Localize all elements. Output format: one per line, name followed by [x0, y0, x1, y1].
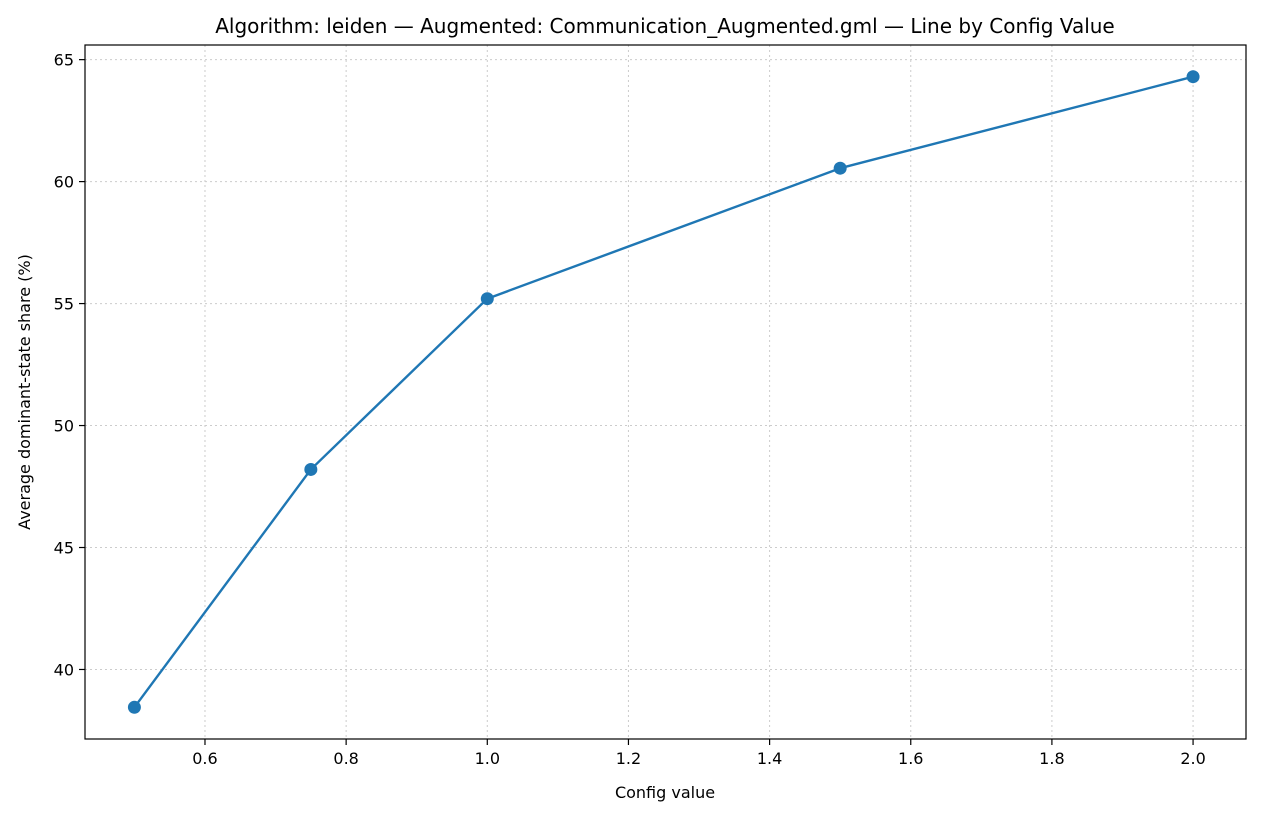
y-tick-label: 55 [54, 295, 74, 314]
y-axis-label: Average dominant-state share (%) [15, 254, 34, 530]
y-tick-label: 65 [54, 51, 74, 70]
x-axis-label: Config value [615, 783, 715, 802]
data-point [127, 700, 141, 714]
x-tick-label: 0.8 [333, 749, 358, 768]
y-tick-label: 60 [54, 173, 74, 192]
grid [85, 45, 1246, 739]
series [127, 70, 1200, 714]
series-line [133, 75, 1194, 709]
data-point [480, 292, 494, 306]
x-tick-label: 1.8 [1039, 749, 1064, 768]
y-tick-label: 50 [54, 417, 74, 436]
chart-title: Algorithm: leiden — Augmented: Communica… [215, 14, 1114, 38]
x-tick-label: 0.6 [192, 749, 217, 768]
x-axis: 0.6 0.8 1.0 1.2 1.4 1.6 1.8 2.0 [192, 739, 1206, 768]
y-tick-label: 40 [54, 660, 74, 679]
data-point [1186, 70, 1200, 84]
x-tick-label: 2.0 [1180, 749, 1205, 768]
x-tick-label: 1.4 [757, 749, 782, 768]
data-point [833, 161, 847, 175]
y-tick-label: 45 [54, 539, 74, 558]
x-tick-label: 1.0 [475, 749, 500, 768]
data-point [304, 462, 318, 476]
plot-frame [84, 44, 1247, 740]
x-tick-label: 1.2 [616, 749, 641, 768]
x-tick-label: 1.6 [898, 749, 923, 768]
y-axis: 40 45 50 55 60 65 [54, 51, 85, 679]
